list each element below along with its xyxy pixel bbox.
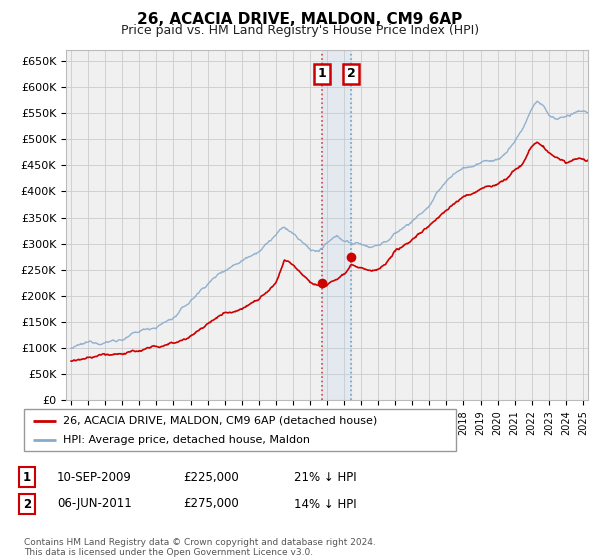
Text: Contains HM Land Registry data © Crown copyright and database right 2024.
This d: Contains HM Land Registry data © Crown c… [24, 538, 376, 557]
Text: £275,000: £275,000 [183, 497, 239, 511]
Text: 06-JUN-2011: 06-JUN-2011 [57, 497, 132, 511]
Bar [322, 50, 351, 400]
Text: Price paid vs. HM Land Registry's House Price Index (HPI): Price paid vs. HM Land Registry's House … [121, 24, 479, 36]
Text: 10-SEP-2009: 10-SEP-2009 [57, 470, 132, 484]
Text: 26, ACACIA DRIVE, MALDON, CM9 6AP: 26, ACACIA DRIVE, MALDON, CM9 6AP [137, 12, 463, 27]
Text: 1: 1 [317, 67, 326, 81]
Text: 21% ↓ HPI: 21% ↓ HPI [294, 470, 356, 484]
Text: 26, ACACIA DRIVE, MALDON, CM9 6AP (detached house): 26, ACACIA DRIVE, MALDON, CM9 6AP (detac… [63, 416, 377, 426]
Text: 2: 2 [23, 497, 31, 511]
Text: 2: 2 [347, 67, 356, 81]
Text: £225,000: £225,000 [183, 470, 239, 484]
Text: HPI: Average price, detached house, Maldon: HPI: Average price, detached house, Mald… [63, 435, 310, 445]
Text: 14% ↓ HPI: 14% ↓ HPI [294, 497, 356, 511]
Text: 1: 1 [23, 470, 31, 484]
